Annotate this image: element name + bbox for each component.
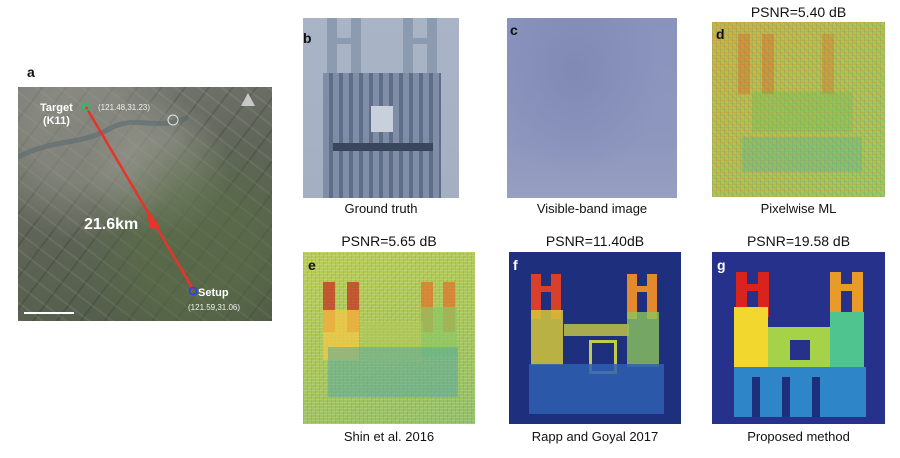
setup-coordinates: (121.59,31.06) (188, 303, 241, 312)
river-shape (18, 114, 190, 160)
ground-truth-image (303, 18, 459, 198)
target-label: Target (K11) (40, 102, 73, 127)
panel-b-letter: b (303, 30, 312, 46)
landmark-circle (167, 114, 179, 126)
panel-g-psnr: PSNR=19.58 dB (746, 233, 851, 249)
panel-g-letter: g (717, 257, 726, 273)
pixelwise-ml-image (712, 22, 885, 197)
panel-c-caption: Visible-band image (536, 201, 648, 216)
visible-band-image (507, 18, 677, 198)
panel-e-caption: Shin et al. 2016 (343, 429, 435, 444)
proposed-method-image (712, 252, 885, 424)
panel-b-caption: Ground truth (344, 201, 418, 216)
panel-d-caption: Pixelwise ML (760, 201, 837, 216)
route-arrow-icon (146, 207, 160, 229)
panel-g-caption: Proposed method (747, 429, 850, 444)
compass-icon (241, 93, 255, 106)
setup-label: Setup (198, 287, 229, 299)
distance-label: 21.6km (84, 216, 139, 233)
panel-e-letter: e (308, 257, 316, 273)
setup-marker-icon (188, 286, 198, 296)
map-overlay (18, 93, 255, 314)
panel-f-letter: f (513, 257, 518, 273)
panel-e-psnr: PSNR=5.65 dB (341, 233, 437, 249)
rapp-goyal-2017-image (509, 252, 681, 424)
panel-a-letter: a (27, 64, 35, 80)
satellite-map: Target (K11) (121.48,31.23) 21.6km Setup… (18, 87, 272, 321)
target-coordinates: (121.48,31.23) (98, 103, 151, 112)
panel-f-psnr: PSNR=11.40dB (545, 233, 645, 249)
shin-2016-image (303, 252, 475, 424)
panel-f-caption: Rapp and Goyal 2017 (531, 429, 659, 444)
panel-d-psnr: PSNR=5.40 dB (750, 4, 847, 20)
panel-c-letter: c (510, 22, 518, 38)
target-marker-icon (81, 102, 91, 112)
panel-d-letter: d (716, 26, 725, 42)
route-line (84, 106, 195, 290)
